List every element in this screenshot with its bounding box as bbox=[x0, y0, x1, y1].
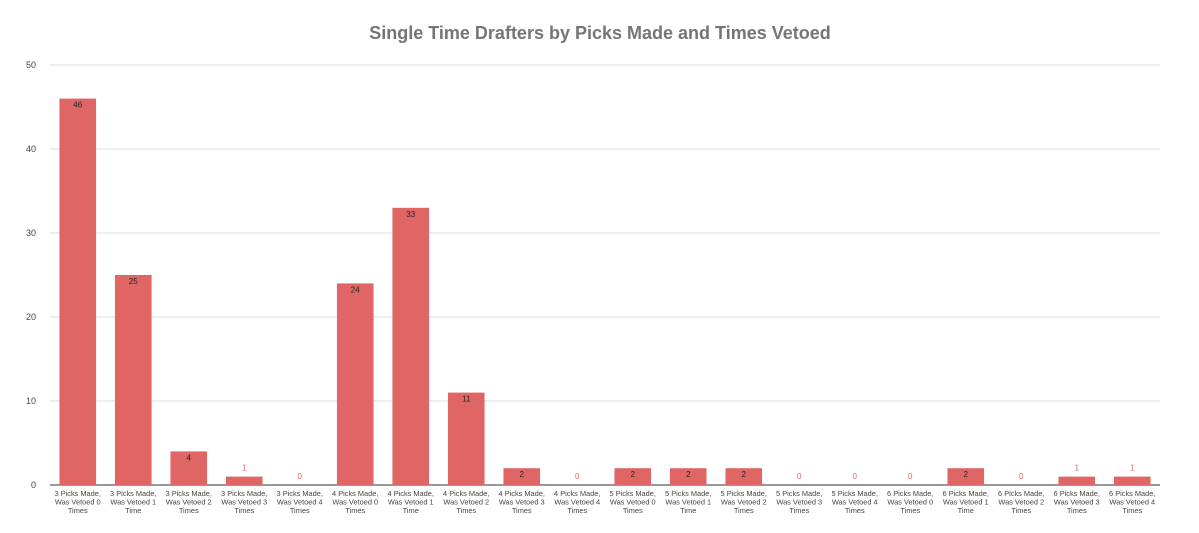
x-tick-label: 5 Picks Made, Was Vetoed 2 Times bbox=[721, 489, 767, 515]
x-tick-label: 3 Picks Made, Was Vetoed 0 Times bbox=[55, 489, 101, 515]
x-tick-label: 6 Picks Made, Was Vetoed 4 Times bbox=[1109, 489, 1155, 515]
y-tick-label: 20 bbox=[26, 312, 36, 322]
x-tick-label: 5 Picks Made, Was Vetoed 3 Times bbox=[776, 489, 822, 515]
data-label: 1 bbox=[1075, 464, 1080, 473]
bar bbox=[614, 468, 652, 485]
data-label: 2 bbox=[686, 470, 691, 479]
x-tick-label: 4 Picks Made, Was Vetoed 0 Times bbox=[332, 489, 378, 515]
x-tick-label: 3 Picks Made, Was Vetoed 3 Times bbox=[221, 489, 267, 515]
y-tick-label: 40 bbox=[26, 144, 36, 154]
y-tick-label: 30 bbox=[26, 228, 36, 238]
data-label: 2 bbox=[631, 470, 636, 479]
x-tick-label: 6 Picks Made, Was Vetoed 3 Times bbox=[1054, 489, 1100, 515]
data-label: 0 bbox=[908, 472, 913, 481]
chart-title: Single Time Drafters by Picks Made and T… bbox=[369, 23, 831, 43]
data-label: 0 bbox=[298, 472, 303, 481]
bar bbox=[1113, 476, 1151, 485]
x-tick-label: 4 Picks Made, Was Vetoed 2 Times bbox=[443, 489, 489, 515]
data-label: 0 bbox=[1019, 472, 1024, 481]
bar bbox=[1058, 476, 1096, 485]
bar bbox=[669, 468, 707, 485]
bar bbox=[114, 275, 152, 485]
data-label: 1 bbox=[242, 464, 247, 473]
x-tick-label: 3 Picks Made, Was Vetoed 1 Time bbox=[110, 489, 156, 515]
data-label: 1 bbox=[1130, 464, 1135, 473]
bar bbox=[225, 476, 263, 485]
x-tick-label: 5 Picks Made, Was Vetoed 0 Times bbox=[610, 489, 656, 515]
x-tick-label: 4 Picks Made, Was Vetoed 1 Time bbox=[388, 489, 434, 515]
x-tick-label: 4 Picks Made, Was Vetoed 4 Times bbox=[554, 489, 600, 515]
bar bbox=[503, 468, 541, 485]
data-label: 0 bbox=[797, 472, 802, 481]
bar bbox=[336, 283, 374, 485]
x-tick-label: 6 Picks Made, Was Vetoed 2 Times bbox=[998, 489, 1044, 515]
x-tick-label: 5 Picks Made, Was Vetoed 1 Time bbox=[665, 489, 711, 515]
bar bbox=[59, 98, 97, 485]
x-tick-label: 6 Picks Made, Was Vetoed 0 Times bbox=[887, 489, 933, 515]
y-tick-label: 50 bbox=[26, 60, 36, 70]
bar bbox=[392, 207, 430, 486]
x-tick-label: 3 Picks Made, Was Vetoed 4 Times bbox=[277, 489, 323, 515]
x-tick-label: 4 Picks Made, Was Vetoed 3 Times bbox=[499, 489, 545, 515]
data-label: 33 bbox=[406, 210, 415, 219]
data-label: 0 bbox=[575, 472, 580, 481]
bar bbox=[725, 468, 763, 485]
bars bbox=[59, 98, 1151, 486]
gridlines bbox=[50, 64, 1160, 486]
x-tick-label: 3 Picks Made, Was Vetoed 2 Times bbox=[166, 489, 212, 515]
bar bbox=[447, 392, 485, 485]
x-tick-label: 6 Picks Made, Was Vetoed 1 Time bbox=[943, 489, 989, 515]
data-label: 2 bbox=[742, 470, 747, 479]
data-label: 0 bbox=[853, 472, 858, 481]
data-label: 2 bbox=[964, 470, 969, 479]
bar bbox=[170, 451, 208, 485]
data-label: 4 bbox=[187, 453, 192, 462]
y-tick-label: 0 bbox=[31, 480, 36, 490]
y-tick-label: 10 bbox=[26, 396, 36, 406]
y-axis-ticks: 0 10 20 30 40 50 bbox=[26, 60, 36, 490]
data-label: 25 bbox=[129, 277, 138, 286]
x-tick-label: 5 Picks Made, Was Vetoed 4 Times bbox=[832, 489, 878, 515]
data-label: 24 bbox=[351, 285, 360, 294]
data-label: 2 bbox=[520, 470, 525, 479]
data-label: 11 bbox=[462, 395, 471, 404]
data-label: 46 bbox=[73, 101, 82, 110]
x-axis-categories: 3 Picks Made, Was Vetoed 0 Times 3 Picks Ma… bbox=[55, 489, 1156, 515]
bar bbox=[947, 468, 985, 485]
